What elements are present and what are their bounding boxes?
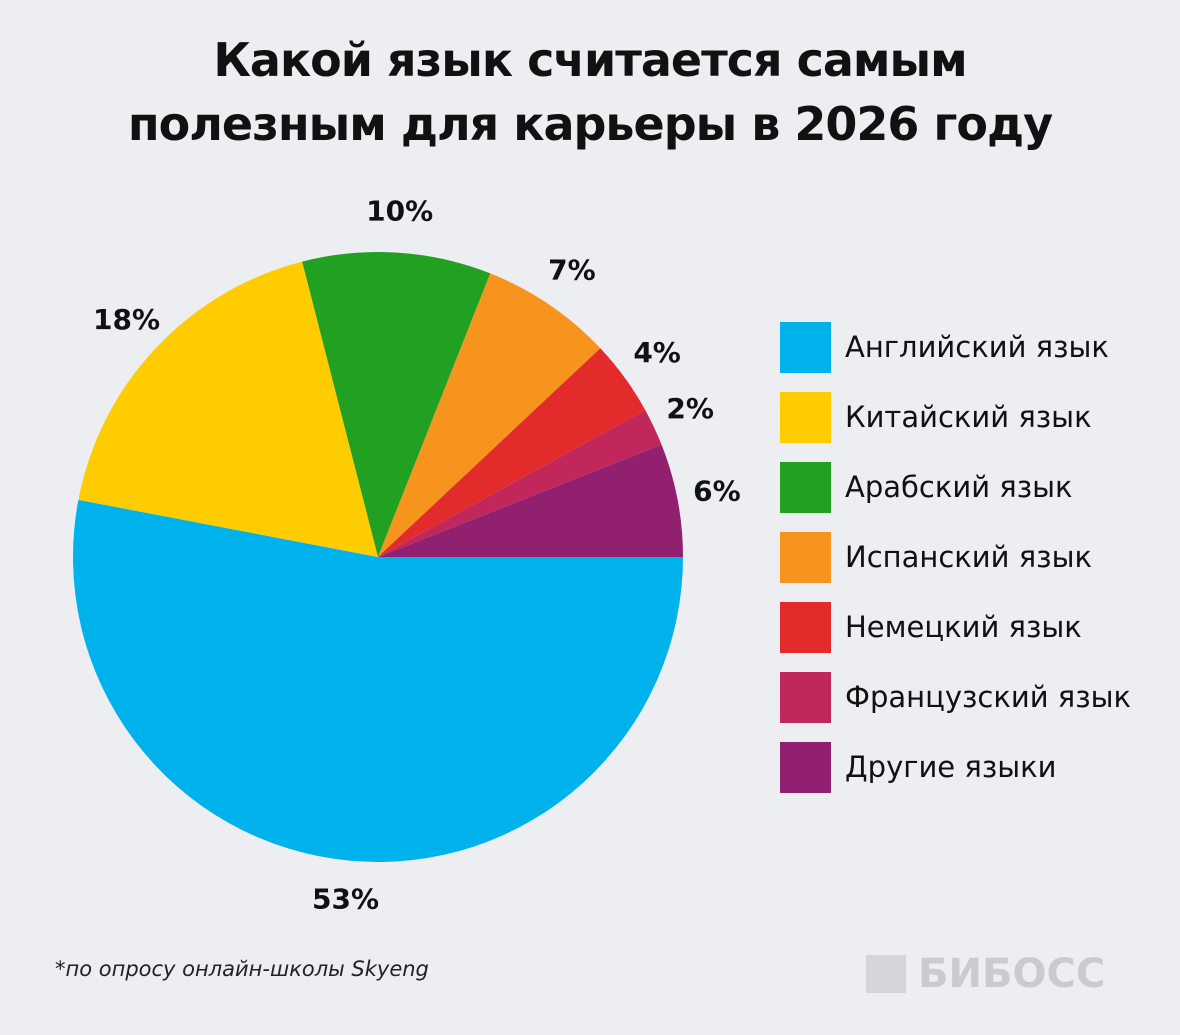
legend-swatch <box>780 532 831 583</box>
data-label: 6% <box>693 474 741 507</box>
data-label: 4% <box>633 336 681 369</box>
legend-swatch <box>780 602 831 653</box>
legend-label: Английский язык <box>845 330 1109 364</box>
pie-slice <box>378 348 646 557</box>
legend-swatch <box>780 672 831 723</box>
data-label: 53% <box>312 882 379 915</box>
data-label: 10% <box>366 195 433 228</box>
legend-swatch <box>780 392 831 443</box>
legend-label: Французский язык <box>845 680 1131 714</box>
legend-label: Другие языки <box>845 750 1057 784</box>
pie-slice <box>378 410 662 557</box>
pie-slice <box>378 273 601 557</box>
pie-slice <box>302 251 491 557</box>
logo-mark <box>866 955 906 993</box>
legend-label: Немецкий язык <box>845 610 1082 644</box>
data-label: 7% <box>548 254 596 287</box>
pie-slice <box>78 261 378 557</box>
legend-swatch <box>780 742 831 793</box>
pie-slice <box>73 499 683 862</box>
legend-swatch <box>780 322 831 373</box>
legend-label: Испанский язык <box>845 540 1092 574</box>
watermark: БИБОСС <box>918 951 1105 997</box>
legend-swatch <box>780 462 831 513</box>
source-note: *по опросу онлайн-школы Skyeng <box>55 957 429 981</box>
legend-label: Китайский язык <box>845 400 1092 434</box>
legend-label: Арабский язык <box>845 470 1073 504</box>
data-label: 18% <box>93 303 160 336</box>
data-label: 2% <box>666 392 714 425</box>
pie-slice <box>378 444 683 557</box>
chart-title: Какой язык считается самым полезным для … <box>127 33 1053 151</box>
